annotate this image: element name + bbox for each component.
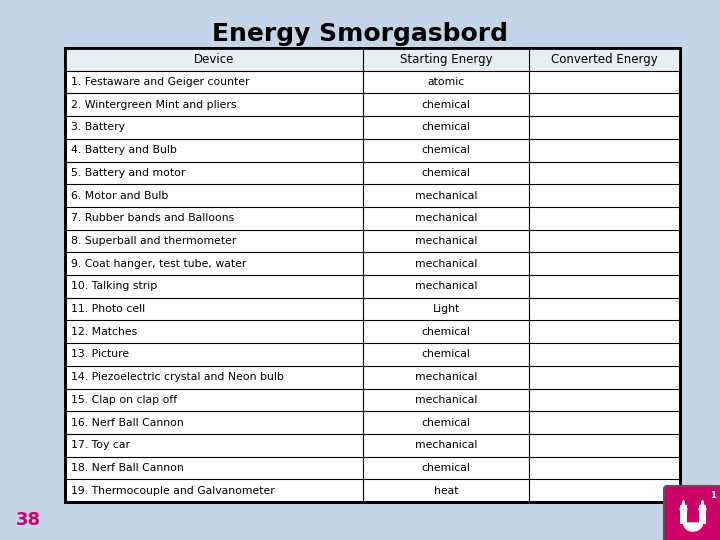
Text: 17. Toy car: 17. Toy car	[71, 440, 130, 450]
Text: heat: heat	[434, 485, 459, 496]
Text: Device: Device	[194, 53, 234, 66]
Bar	[680, 505, 687, 523]
Text: chemical: chemical	[422, 349, 471, 360]
Text: mechanical: mechanical	[415, 281, 477, 292]
Text: chemical: chemical	[422, 168, 471, 178]
Text: 1. Festaware and Geiger counter: 1. Festaware and Geiger counter	[71, 77, 250, 87]
Bar	[65, 48, 680, 71]
Text: 2. Wintergreen Mint and pliers: 2. Wintergreen Mint and pliers	[71, 100, 236, 110]
Text: chemical: chemical	[422, 145, 471, 155]
Text: Converted Energy: Converted Energy	[552, 53, 658, 66]
Text: 4. Battery and Bulb: 4. Battery and Bulb	[71, 145, 177, 155]
Text: mechanical: mechanical	[415, 236, 477, 246]
Text: mechanical: mechanical	[415, 372, 477, 382]
Text: 8. Superball and thermometer: 8. Superball and thermometer	[71, 236, 236, 246]
Text: mechanical: mechanical	[415, 259, 477, 268]
Text: chemical: chemical	[422, 463, 471, 473]
Text: chemical: chemical	[422, 123, 471, 132]
Text: 7. Rubber bands and Balloons: 7. Rubber bands and Balloons	[71, 213, 234, 223]
Text: atomic: atomic	[428, 77, 465, 87]
Text: 5. Battery and motor: 5. Battery and motor	[71, 168, 185, 178]
Text: 18. Nerf Ball Cannon: 18. Nerf Ball Cannon	[71, 463, 184, 473]
Text: 14. Piezoelectric crystal and Neon bulb: 14. Piezoelectric crystal and Neon bulb	[71, 372, 284, 382]
Text: 10. Talking strip: 10. Talking strip	[71, 281, 157, 292]
Text: 19. Thermocouple and Galvanometer: 19. Thermocouple and Galvanometer	[71, 485, 275, 496]
Text: 3. Battery: 3. Battery	[71, 123, 125, 132]
Bar	[699, 505, 706, 523]
Text: 11. Photo cell: 11. Photo cell	[71, 304, 145, 314]
Text: 6. Motor and Bulb: 6. Motor and Bulb	[71, 191, 168, 200]
Text: 9. Coat hanger, test tube, water: 9. Coat hanger, test tube, water	[71, 259, 246, 268]
Text: chemical: chemical	[422, 100, 471, 110]
Text: 38: 38	[15, 511, 40, 529]
Bar	[65, 48, 680, 502]
Text: Starting Energy: Starting Energy	[400, 53, 492, 66]
FancyBboxPatch shape	[664, 486, 720, 540]
Text: 1: 1	[710, 490, 716, 500]
Text: 12. Matches: 12. Matches	[71, 327, 138, 337]
Text: Energy Smorgasbord: Energy Smorgasbord	[212, 22, 508, 46]
Text: chemical: chemical	[422, 327, 471, 337]
Text: mechanical: mechanical	[415, 213, 477, 223]
Text: mechanical: mechanical	[415, 440, 477, 450]
Polygon shape	[680, 523, 706, 531]
Text: mechanical: mechanical	[415, 395, 477, 405]
Text: 13. Picture: 13. Picture	[71, 349, 129, 360]
Text: Light: Light	[433, 304, 460, 314]
Text: mechanical: mechanical	[415, 191, 477, 200]
Text: 15. Clap on clap off: 15. Clap on clap off	[71, 395, 177, 405]
Text: chemical: chemical	[422, 417, 471, 428]
Text: 16. Nerf Ball Cannon: 16. Nerf Ball Cannon	[71, 417, 184, 428]
